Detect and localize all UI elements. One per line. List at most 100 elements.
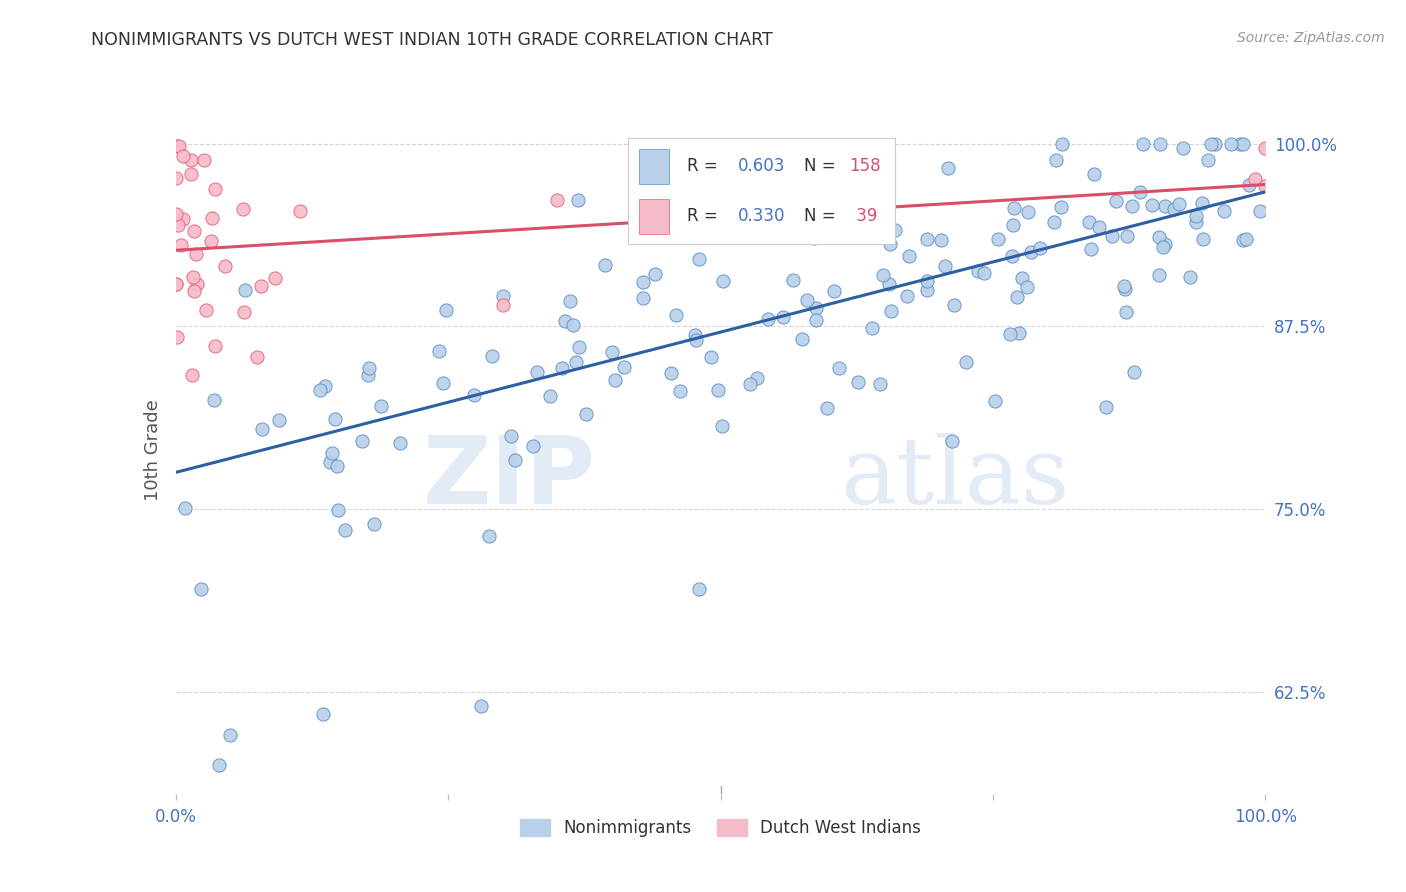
Point bbox=[1116, 229, 1139, 244]
Point bbox=[756, 312, 779, 326]
Point bbox=[1232, 136, 1254, 151]
Point bbox=[481, 350, 503, 364]
Point bbox=[1105, 194, 1128, 208]
Point bbox=[659, 366, 682, 380]
Point bbox=[666, 212, 689, 227]
Point bbox=[233, 284, 256, 298]
Point bbox=[1043, 215, 1066, 229]
Point bbox=[180, 153, 202, 167]
Point bbox=[312, 706, 335, 721]
Point bbox=[936, 161, 959, 175]
Text: NONIMMIGRANTS VS DUTCH WEST INDIAN 10TH GRADE CORRELATION CHART: NONIMMIGRANTS VS DUTCH WEST INDIAN 10TH … bbox=[91, 31, 773, 49]
Point bbox=[665, 308, 688, 322]
Point bbox=[204, 182, 226, 196]
Point bbox=[181, 368, 204, 382]
Point bbox=[333, 523, 356, 537]
Point bbox=[195, 302, 218, 317]
Point bbox=[434, 302, 457, 317]
Point bbox=[165, 207, 187, 221]
Bar bbox=[638, 199, 669, 234]
Point bbox=[309, 383, 332, 397]
Point bbox=[427, 343, 450, 358]
Point bbox=[1237, 178, 1260, 193]
Point bbox=[1254, 178, 1277, 193]
Point bbox=[1173, 141, 1195, 155]
Point bbox=[796, 293, 818, 307]
Point bbox=[463, 388, 485, 402]
Point bbox=[1185, 209, 1208, 223]
Bar bbox=[638, 149, 669, 184]
Point bbox=[388, 436, 411, 450]
Point bbox=[1115, 304, 1137, 318]
Point bbox=[183, 284, 205, 298]
Point bbox=[1167, 196, 1189, 211]
Point bbox=[1019, 244, 1042, 259]
Text: R =: R = bbox=[686, 157, 723, 175]
Text: R =: R = bbox=[686, 207, 723, 225]
Point bbox=[745, 371, 768, 385]
Point bbox=[200, 211, 222, 225]
Point bbox=[554, 314, 576, 328]
Point bbox=[232, 202, 254, 216]
Point bbox=[181, 270, 204, 285]
Point bbox=[803, 231, 825, 245]
Point bbox=[167, 139, 190, 153]
Text: atlas: atlas bbox=[841, 433, 1070, 523]
Point bbox=[917, 274, 939, 288]
Point bbox=[288, 204, 311, 219]
Point bbox=[167, 218, 190, 232]
Point bbox=[1191, 232, 1213, 246]
Point bbox=[1204, 136, 1226, 151]
Text: 0.330: 0.330 bbox=[737, 207, 785, 225]
Point bbox=[503, 453, 526, 467]
Point bbox=[1008, 326, 1031, 341]
Point bbox=[880, 304, 903, 318]
Point bbox=[823, 284, 845, 298]
Point bbox=[593, 258, 616, 272]
Point bbox=[370, 399, 392, 413]
Point bbox=[1121, 199, 1143, 213]
Point bbox=[1213, 203, 1236, 218]
Point bbox=[1078, 214, 1101, 228]
Point bbox=[264, 271, 287, 285]
Point bbox=[359, 360, 381, 375]
Point bbox=[711, 274, 734, 288]
Point bbox=[688, 252, 710, 267]
Point bbox=[540, 389, 562, 403]
Point bbox=[321, 446, 343, 460]
Point bbox=[1197, 153, 1219, 168]
Point bbox=[1001, 249, 1024, 263]
Point bbox=[872, 268, 894, 282]
Point bbox=[1017, 280, 1039, 294]
Point bbox=[613, 360, 636, 375]
Point bbox=[1199, 136, 1222, 151]
Point bbox=[986, 232, 1008, 246]
Point bbox=[1234, 231, 1257, 245]
Point bbox=[214, 260, 236, 274]
Point bbox=[1163, 202, 1185, 217]
Point bbox=[491, 289, 513, 303]
Point bbox=[250, 279, 273, 293]
Point bbox=[208, 757, 231, 772]
Point bbox=[575, 408, 598, 422]
Y-axis label: 10th Grade: 10th Grade bbox=[143, 400, 162, 501]
Point bbox=[1017, 204, 1039, 219]
Point bbox=[1050, 200, 1073, 214]
Point bbox=[941, 434, 963, 449]
Point bbox=[363, 517, 385, 532]
Point bbox=[669, 384, 692, 399]
Point bbox=[1083, 167, 1105, 181]
Point bbox=[522, 439, 544, 453]
Point bbox=[633, 291, 655, 305]
Point bbox=[165, 170, 187, 185]
Point bbox=[841, 166, 863, 180]
Point bbox=[943, 298, 966, 312]
Text: 39: 39 bbox=[851, 207, 877, 225]
Point bbox=[782, 273, 804, 287]
Point bbox=[558, 293, 581, 308]
Point bbox=[1154, 199, 1177, 213]
Point bbox=[432, 376, 454, 390]
Point bbox=[1080, 243, 1102, 257]
Point bbox=[328, 503, 350, 517]
Point bbox=[565, 355, 588, 369]
